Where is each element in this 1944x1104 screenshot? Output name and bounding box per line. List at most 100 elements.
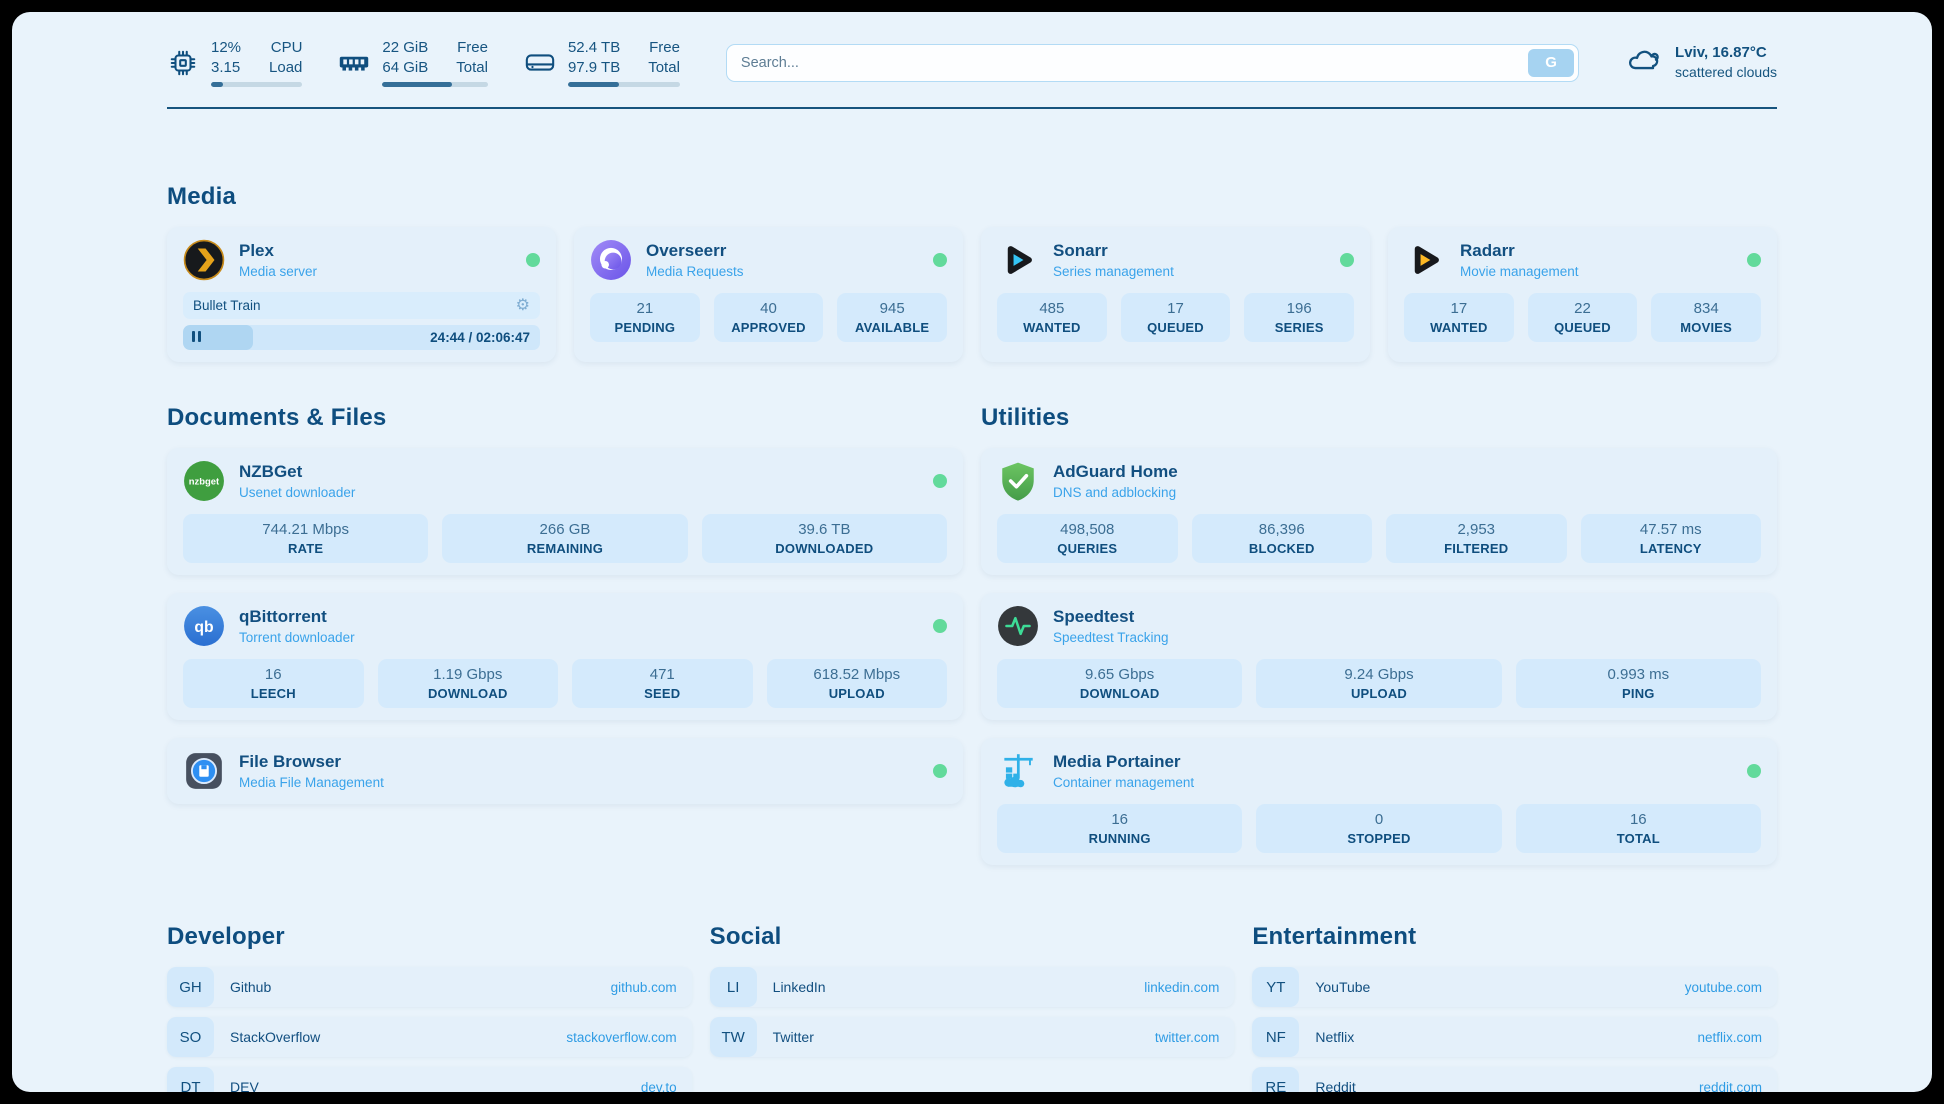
- app-description: Movie management: [1460, 264, 1579, 279]
- cpu-loadavg: 3.15: [211, 58, 241, 76]
- radarr-icon: [1404, 239, 1446, 281]
- bookmark-reddit[interactable]: RE Reddit reddit.com: [1252, 1067, 1777, 1092]
- app-description: Media Requests: [646, 264, 744, 279]
- bookmark-name: StackOverflow: [230, 1029, 321, 1045]
- memory-progress-bar: [382, 82, 488, 87]
- section-title-utilities: Utilities: [981, 404, 1070, 431]
- bookmark-twitter[interactable]: TW Twitter twitter.com: [709, 1017, 1235, 1057]
- bookmark-stackoverflow[interactable]: SO StackOverflow stackoverflow.com: [167, 1017, 692, 1057]
- section-title-media: Media: [167, 183, 237, 210]
- stat-queued: 17 QUEUED: [1120, 293, 1231, 342]
- svg-text:qb: qb: [194, 619, 213, 636]
- weather-location-temp: Lviv, 16.87°C: [1675, 43, 1767, 61]
- bookmark-url: dev.to: [640, 1079, 677, 1093]
- system-resources: 12% 3.15 CPU Load: [167, 38, 680, 87]
- bookmark-name: DEV: [230, 1079, 259, 1092]
- sonarr-icon: [997, 239, 1039, 281]
- section-title-social: Social: [709, 923, 782, 950]
- stat-rate: 744.21 Mbps RATE: [183, 514, 429, 563]
- stat-wanted: 485 WANTED: [997, 293, 1107, 342]
- memory-free: 22 GiB: [382, 39, 429, 56]
- bookmark-abbr: SO: [167, 1017, 214, 1057]
- app-name: Overseerr: [646, 241, 727, 260]
- stat-remaining: 266 GB REMAINING: [442, 514, 688, 563]
- status-dot: [933, 764, 947, 778]
- app-card-filebrowser[interactable]: File Browser Media File Management: [167, 738, 963, 804]
- cloud-icon: [1625, 46, 1663, 79]
- bookmark-name: YouTube: [1315, 979, 1371, 995]
- app-description: Container management: [1053, 775, 1195, 790]
- stat-series: 196 SERIES: [1244, 293, 1354, 342]
- cpu-label-top: CPU: [270, 39, 303, 56]
- playback-progress-bar[interactable]: 24:44 / 02:06:47: [183, 325, 540, 350]
- app-name: Sonarr: [1053, 241, 1108, 260]
- stat-downloaded: 39.6 TB DOWNLOADED: [701, 514, 947, 563]
- bookmark-netflix[interactable]: NF Netflix netflix.com: [1252, 1017, 1777, 1057]
- bookmark-abbr: TW: [709, 1017, 757, 1057]
- stat-latency: 47.57 ms LATENCY: [1580, 514, 1761, 563]
- search-input[interactable]: [725, 43, 1580, 82]
- memory-label-top: Free: [457, 39, 488, 56]
- cpu-progress-bar: [211, 82, 303, 87]
- status-dot: [1747, 764, 1761, 778]
- search-provider-button[interactable]: G: [1528, 48, 1575, 77]
- now-playing-bar[interactable]: Bullet Train ⚙: [183, 292, 540, 319]
- app-card-plex[interactable]: Plex Media server Bullet Train ⚙: [167, 227, 556, 362]
- stat-wanted: 17 WANTED: [1404, 293, 1514, 342]
- status-dot: [933, 474, 947, 488]
- app-name: qBittorrent: [239, 607, 327, 626]
- app-description: DNS and adblocking: [1053, 485, 1177, 500]
- app-card-qbittorrent[interactable]: qb qBittorrent Torrent downloader 16 LEE…: [167, 593, 963, 720]
- bookmark-abbr: RE: [1252, 1067, 1300, 1092]
- memory-total: 64 GiB: [382, 58, 429, 76]
- dashboard-page: 12% 3.15 CPU Load: [12, 12, 1932, 1092]
- app-name: Speedtest: [1053, 607, 1135, 626]
- bookmark-group-entertainment: Entertainment YT YouTube youtube.com NF …: [1252, 923, 1777, 1092]
- app-name: Media Portainer: [1053, 752, 1181, 771]
- bookmark-dev[interactable]: DT DEV dev.to: [167, 1067, 692, 1092]
- app-card-speedtest[interactable]: Speedtest Speedtest Tracking 9.65 Gbps D…: [981, 593, 1777, 720]
- app-name: Plex: [239, 241, 274, 260]
- cpu-label-bottom: Load: [269, 58, 303, 76]
- app-card-overseerr[interactable]: Overseerr Media Requests 21 PENDING 40 A…: [574, 227, 963, 362]
- disk-free: 52.4 TB: [567, 39, 621, 56]
- section-title-developer: Developer: [167, 923, 285, 950]
- gear-icon[interactable]: ⚙: [515, 296, 530, 314]
- app-card-adguard[interactable]: AdGuard Home DNS and adblocking 498,508 …: [981, 448, 1777, 575]
- memory-icon: [338, 47, 370, 79]
- bookmark-url: linkedin.com: [1144, 979, 1220, 995]
- bookmark-github[interactable]: GH Github github.com: [167, 967, 692, 1007]
- bookmark-abbr: YT: [1252, 967, 1300, 1007]
- cpu-icon: [167, 47, 199, 79]
- bookmark-name: Netflix: [1315, 1029, 1355, 1045]
- stat-queries: 498,508 QUERIES: [997, 514, 1178, 563]
- app-card-radarr[interactable]: Radarr Movie management 17 WANTED 22 QUE…: [1388, 227, 1777, 362]
- app-card-portainer[interactable]: Media Portainer Container management 16 …: [981, 738, 1777, 865]
- stat-download: 9.65 Gbps DOWNLOAD: [997, 659, 1243, 708]
- cpu-resource: 12% 3.15 CPU Load: [167, 38, 303, 87]
- stat-filtered: 2,953 FILTERED: [1386, 514, 1567, 563]
- weather-widget[interactable]: Lviv, 16.87°C scattered clouds: [1625, 43, 1777, 82]
- bookmark-group-developer: Developer GH Github github.com SO StackO…: [167, 923, 692, 1092]
- bookmark-url: netflix.com: [1697, 1029, 1762, 1045]
- disk-progress-bar: [567, 82, 680, 87]
- pause-icon: [192, 329, 204, 347]
- bookmark-name: LinkedIn: [772, 979, 826, 995]
- stat-queued: 22 QUEUED: [1527, 293, 1638, 342]
- nzbget-icon: nzbget: [183, 460, 225, 502]
- app-card-sonarr[interactable]: Sonarr Series management 485 WANTED 17 Q…: [981, 227, 1370, 362]
- stat-movies: 834 MOVIES: [1651, 293, 1761, 342]
- bookmark-youtube[interactable]: YT YouTube youtube.com: [1252, 967, 1777, 1007]
- bookmark-linkedin[interactable]: LI LinkedIn linkedin.com: [709, 967, 1235, 1007]
- top-bar: 12% 3.15 CPU Load: [167, 12, 1777, 87]
- overseerr-icon: [590, 239, 632, 281]
- app-name: Radarr: [1460, 241, 1515, 260]
- stat-available: 945 AVAILABLE: [837, 293, 947, 342]
- memory-resource: 22 GiB 64 GiB Free Total: [338, 38, 488, 87]
- cpu-percent: 12%: [211, 39, 242, 56]
- status-dot: [1340, 253, 1354, 267]
- app-card-nzbget[interactable]: nzbget NZBGet Usenet downloader 744.21 M…: [167, 448, 963, 575]
- qbittorrent-icon: qb: [183, 605, 225, 647]
- bookmark-abbr: GH: [167, 967, 214, 1007]
- status-dot: [526, 253, 540, 267]
